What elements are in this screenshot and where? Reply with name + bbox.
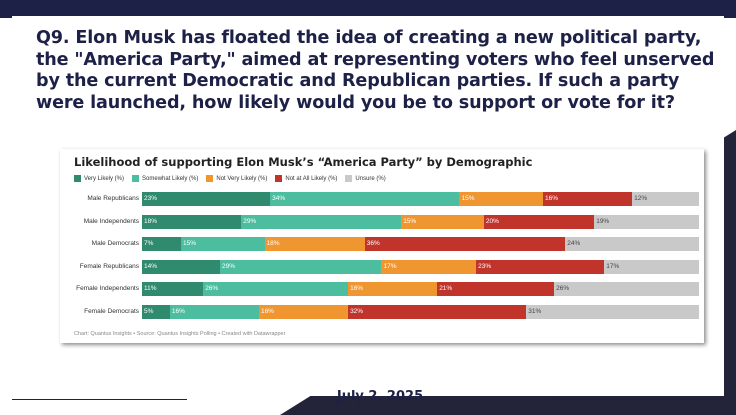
bar-segment: 18% [142, 214, 242, 229]
data-label: 16% [171, 308, 185, 315]
data-label: 5% [144, 308, 154, 315]
data-label: 14% [144, 262, 158, 270]
data-label: 29% [221, 262, 235, 270]
bar-segment: 16% [258, 305, 349, 319]
bar-segment: 16% [169, 305, 259, 319]
data-label: 7% [144, 240, 154, 248]
data-label: 18% [266, 240, 280, 248]
chart-title: Likelihood of supporting Elon Musk’s “Am… [74, 155, 533, 169]
chart-legend: Very Likely (%) Somewhat Likely (%) Not Ve… [74, 175, 386, 182]
bar-segment: 5% [142, 305, 170, 319]
question-title: Q9. Elon Musk has floated the idea of cr… [36, 28, 715, 113]
stacked-bar: 7% 15% 18% 36% 24% [142, 237, 699, 252]
data-label: 21% [439, 285, 453, 293]
bar-segment: 21% [437, 282, 555, 297]
data-label: 26% [205, 285, 219, 293]
category-label: Female Democrats [84, 308, 139, 315]
bar-segment: 12% [632, 192, 699, 206]
data-label: 34% [272, 195, 286, 202]
legend-swatch [206, 175, 214, 182]
data-label: 18% [144, 217, 158, 225]
stacked-bar: 23% 34% 15% 16% 12% [142, 192, 699, 206]
bar-segment: 20% [483, 214, 595, 229]
legend-item: Not Very Likely (%) [206, 175, 267, 182]
data-label: 36% [366, 240, 380, 248]
bar-segment: 16% [543, 192, 633, 206]
legend-item: Very Likely (%) [74, 175, 124, 182]
category-label: Male Democrats [91, 240, 139, 248]
legend-label: Not Very Likely (%) [216, 175, 268, 182]
legend-label: Unsure (%) [355, 175, 386, 182]
legend-item: Not at All Likely (%) [275, 175, 337, 182]
legend-swatch [132, 175, 140, 182]
bar-segment: 31% [526, 305, 699, 319]
bar-segment: 19% [594, 214, 699, 229]
bar-segment: 7% [142, 237, 181, 252]
category-label: Male Republicans [87, 195, 139, 202]
date-divider-left [12, 399, 187, 400]
bar-segment: 16% [348, 282, 438, 297]
legend-item: Unsure (%) [345, 175, 386, 182]
data-label: 15% [461, 195, 475, 202]
bar-segment: 29% [219, 259, 382, 274]
bar-segment: 26% [203, 282, 349, 297]
stacked-bar: 5% 16% 16% 32% 31% [142, 305, 699, 319]
date-divider-right [548, 399, 724, 400]
bar-segment: 36% [364, 237, 566, 252]
category-label: Female Republicans [79, 262, 139, 270]
legend-label: Not at All Likely (%) [285, 175, 338, 182]
slide: Q9. Elon Musk has floated the idea of cr… [12, 16, 724, 404]
bar-segment: 17% [381, 259, 477, 274]
data-label: 15% [403, 217, 417, 225]
chart-card: Likelihood of supporting Elon Musk’s “Am… [60, 149, 704, 343]
bar-segment: 34% [270, 192, 460, 206]
bar-segment: 23% [142, 192, 271, 206]
bar-segment: 29% [241, 214, 402, 229]
data-label: 17% [383, 262, 397, 270]
data-label: 11% [144, 285, 157, 293]
data-label: 17% [606, 262, 620, 270]
data-label: 26% [556, 285, 570, 293]
chart-footnote: Chart: Quantus Insights • Source: Quantu… [74, 331, 286, 337]
bar-segment: 15% [459, 192, 544, 206]
stacked-bar: 18% 29% 15% 20% 19% [142, 214, 699, 229]
bar-segment: 26% [554, 282, 699, 297]
legend-item: Somewhat Likely (%) [132, 175, 198, 182]
data-label: 20% [485, 217, 499, 225]
bar-segment: 14% [142, 259, 220, 274]
data-label: 23% [478, 262, 492, 270]
legend-swatch [74, 175, 81, 182]
legend-label: Somewhat Likely (%) [142, 175, 199, 182]
legend-swatch [345, 175, 353, 182]
data-label: 29% [243, 217, 257, 225]
data-label: 24% [567, 240, 581, 248]
data-label: 12% [634, 195, 648, 202]
bar-segment: 18% [264, 237, 365, 252]
bar-segment: 24% [565, 237, 699, 252]
data-label: 32% [350, 308, 364, 315]
bar-segment: 23% [476, 259, 605, 274]
data-label: 19% [596, 217, 610, 225]
bar-segment: 15% [401, 214, 484, 229]
stacked-bar: 11% 26% 16% 21% 26% [142, 282, 699, 297]
legend-swatch [275, 175, 283, 182]
data-label: 16% [350, 285, 364, 293]
date-label: July 2, 2025 [336, 389, 424, 404]
data-label: 31% [528, 308, 542, 315]
bar-segment: 17% [604, 259, 699, 274]
data-label: 15% [182, 240, 196, 248]
category-label: Female Independents [76, 285, 139, 293]
legend-label: Very Likely (%) [84, 175, 125, 182]
bar-segment: 11% [142, 282, 204, 297]
top-band [0, 0, 736, 18]
bar-segment: 32% [348, 305, 527, 319]
category-label: Male Independents [83, 217, 139, 225]
data-label: 16% [260, 308, 274, 315]
stacked-bar: 14% 29% 17% 23% 17% [142, 259, 699, 274]
bar-segment: 15% [180, 237, 265, 252]
data-label: 23% [144, 195, 158, 202]
data-label: 16% [545, 195, 559, 202]
